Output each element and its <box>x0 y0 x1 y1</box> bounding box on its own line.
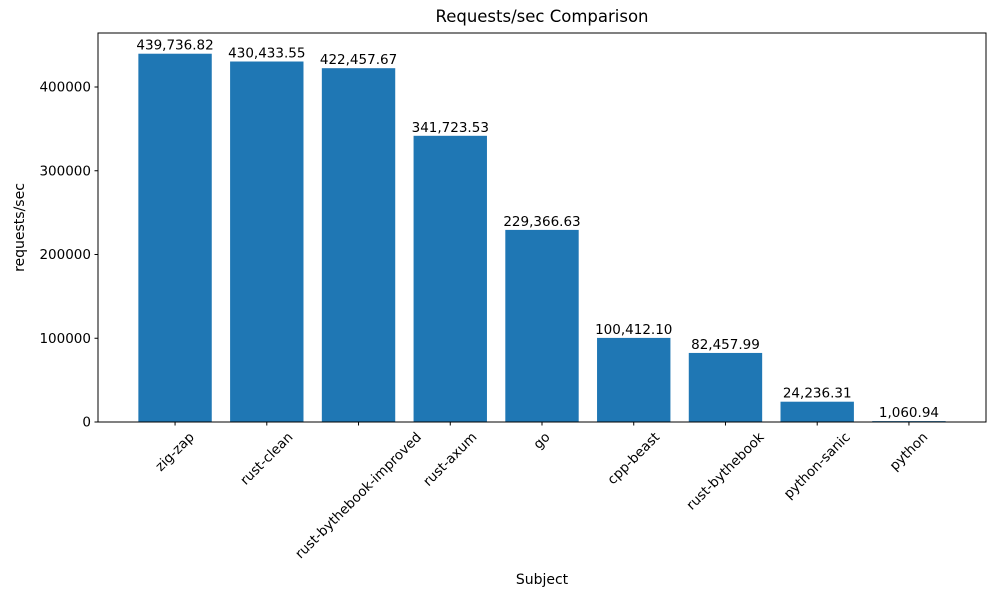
x-tick-label: python-sanic <box>781 429 854 502</box>
y-tick-label: 100000 <box>39 331 91 347</box>
y-tick-label: 400000 <box>39 80 91 96</box>
x-tick-label: rust-bythebook-improved <box>292 429 425 562</box>
x-axis-label: Subject <box>516 572 569 588</box>
y-tick-label: 0 <box>82 415 91 431</box>
chart-title: Requests/sec Comparison <box>435 7 648 26</box>
x-tick-label: cpp-beast <box>604 429 663 488</box>
x-tick-label: rust-axum <box>420 429 480 489</box>
bar <box>321 68 396 423</box>
x-tick-label: rust-bythebook <box>683 429 767 513</box>
bar-value-label: 229,366.63 <box>503 214 580 230</box>
bar <box>780 401 854 422</box>
bar <box>688 352 763 422</box>
bar-value-label: 439,736.82 <box>136 38 213 54</box>
y-tick-label: 200000 <box>39 247 91 263</box>
x-tick-label: zig-zap <box>152 429 197 474</box>
bar-value-label: 430,433.55 <box>228 46 305 62</box>
x-tick-label: rust-clean <box>237 429 296 488</box>
bar <box>230 61 304 422</box>
y-axis-label: requests/sec <box>12 183 28 272</box>
bar-value-label: 422,457.67 <box>320 52 397 68</box>
bar <box>505 229 579 422</box>
x-tick-label: python <box>887 429 932 474</box>
bar-value-label: 100,412.10 <box>595 322 672 338</box>
bar <box>138 53 212 422</box>
bar <box>597 337 671 422</box>
bar-value-label: 24,236.31 <box>783 386 852 402</box>
x-tick-label: go <box>530 429 553 452</box>
bar <box>413 135 487 423</box>
bar-value-label: 82,457.99 <box>691 337 760 353</box>
bar-value-label: 1,060.94 <box>879 405 939 421</box>
plot-area: 0 100000 200000 300000 400000 zig-zap 439,736.… <box>39 32 987 562</box>
bar-value-label: 341,723.53 <box>412 120 489 136</box>
y-tick-label: 300000 <box>39 163 91 179</box>
